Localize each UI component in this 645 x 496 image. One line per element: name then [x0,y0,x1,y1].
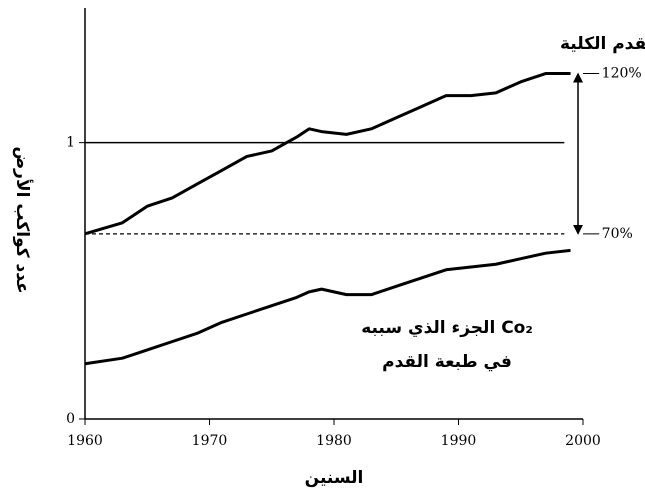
series-line [84,248,571,366]
x-tick-label: 2000 [565,433,601,449]
x-tick-label: 1960 [67,433,103,449]
series-label: الجزء الذي سببه Co₂ [361,318,533,338]
x-tick-label: 1980 [316,433,352,449]
y-axis-label: عدد كواكب الأرض [12,146,33,293]
x-tick-label: 1970 [192,433,228,449]
y-tick-label: 0 [66,411,75,427]
x-tick-label: 1990 [441,433,477,449]
annotation: 120% [602,66,642,82]
series-label: في طبعة القدم [382,352,512,372]
y-tick-label: 1 [66,135,75,151]
annotation: 70% [602,226,633,242]
x-axis-label: السنين [305,468,364,488]
series-line [84,72,571,236]
series-label: طبعة القدم الكلية [560,34,645,54]
